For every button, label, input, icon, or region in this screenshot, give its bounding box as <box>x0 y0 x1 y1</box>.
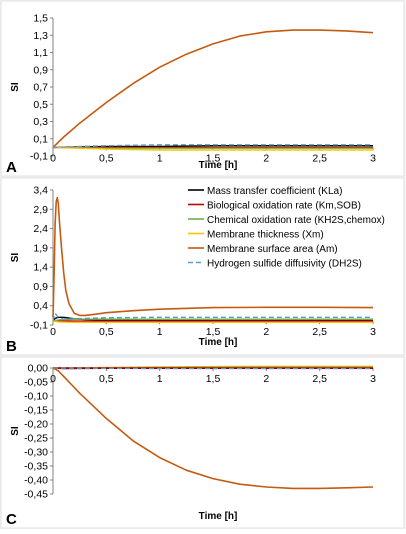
x-tick-label: 1 <box>157 326 163 338</box>
y-tick-label: -0,20 <box>24 419 48 431</box>
x-axis-title: Time [h] <box>199 160 238 171</box>
x-tick-label: 0,5 <box>99 152 114 164</box>
legend-label-am: Membrane surface area (Am) <box>207 244 338 255</box>
x-tick-label: 1 <box>157 373 163 385</box>
series-line-dh2s <box>52 367 373 370</box>
panel-label: B <box>6 338 17 355</box>
x-tick-label: 2,5 <box>312 152 327 164</box>
x-tick-label: 2 <box>263 326 269 338</box>
legend-label-xm: Membrane thickness (Xm) <box>207 229 324 240</box>
y-tick-label: 1,4 <box>33 262 48 274</box>
x-tick-label: 2 <box>263 373 269 385</box>
legend-label-kla: Mass transfer coefficient (KLa) <box>207 186 342 197</box>
legend-label-km: Biological oxidation rate (Km,SOB) <box>207 200 361 211</box>
y-tick-label: -0,1 <box>30 320 48 332</box>
panel-a: -0,1 0,1 0,3 0,5 0,7 0,9 1,1 1,3 1,5 0 0,5 1 1,5 2 2,5… <box>0 0 405 177</box>
y-axis-title: SI <box>10 426 21 436</box>
series-line-kla <box>52 144 373 149</box>
x-tick-label: 1,5 <box>206 152 221 164</box>
panel-label: A <box>6 159 17 176</box>
y-tick-label: -0,05 <box>24 377 48 389</box>
y-tick-label: -0,45 <box>24 489 48 501</box>
y-tick-label: 0,9 <box>33 281 48 293</box>
panel-background <box>0 177 405 356</box>
y-tick-label: 3,4 <box>33 185 48 197</box>
y-tick-label: 0,9 <box>33 64 48 76</box>
x-tick-label: 3 <box>370 373 376 385</box>
y-tick-label: -0,35 <box>24 461 48 473</box>
x-tick-label: 2,5 <box>312 326 327 338</box>
series-line-am <box>52 196 374 318</box>
series-line-chem <box>52 146 373 149</box>
x-tick-label: 1,5 <box>206 326 221 338</box>
y-tick-label: 0,1 <box>33 133 48 145</box>
y-tick-label: -0,25 <box>24 433 48 445</box>
series-line-dh2s <box>52 144 373 149</box>
legend-label-dh2s: Hydrogen sulfide diffusivity (DH2S) <box>207 258 362 269</box>
y-tick-label: 0,7 <box>33 82 48 94</box>
panel-background <box>0 356 405 529</box>
y-tick-label: 0,4 <box>33 300 48 312</box>
x-tick-label: 3 <box>370 326 376 338</box>
series-line-xm <box>52 146 373 151</box>
x-tick-label: 2 <box>263 152 269 164</box>
y-tick-label: 0,00 <box>28 363 49 375</box>
y-tick-label: 1,1 <box>33 47 48 59</box>
panel-b: -0,1 0,4 0,9 1,4 1,9 2,4 2,9 3,4 0 0,5 1 1,5 2 2,5 3 SI… <box>0 177 405 356</box>
y-tick-label: 1,9 <box>33 242 48 254</box>
y-tick-label: -0,40 <box>24 475 48 487</box>
x-tick-label: 1 <box>157 152 163 164</box>
series-line-xm <box>52 320 373 323</box>
y-tick-label: 2,9 <box>33 204 48 216</box>
legend: Mass transfer coefficient (KLa) Biologica… <box>188 186 385 269</box>
x-tick-label: 2,5 <box>312 373 327 385</box>
y-tick-label: 0,5 <box>33 99 48 111</box>
y-tick-label: -0,15 <box>24 405 48 417</box>
panel-label: C <box>6 511 17 528</box>
x-tick-label: 0 <box>50 373 56 385</box>
panel-c: 0,00 -0,05 -0,10 -0,15 -0,20 -0,25 -0,30 -0,35 -… <box>0 356 405 529</box>
y-tick-label: -0,1 <box>30 151 48 163</box>
y-tick-label: -0,30 <box>24 447 48 459</box>
series-line-am <box>52 29 374 148</box>
series-line-am <box>52 367 374 490</box>
series-line-dh2s <box>52 312 373 322</box>
y-axis-title: SI <box>10 82 21 92</box>
y-tick-label: 1,3 <box>33 30 48 42</box>
legend-label-chem: Chemical oxidation rate (KH2S,chemox) <box>207 215 385 226</box>
y-tick-label: 1,5 <box>33 13 48 25</box>
x-tick-label: 1,5 <box>206 373 221 385</box>
series-line-km <box>52 319 373 322</box>
series-line-chem <box>52 318 373 322</box>
x-tick-label: 0,5 <box>99 373 114 385</box>
x-axis-title: Time [h] <box>199 337 238 348</box>
x-tick-label: 0 <box>50 326 56 338</box>
y-tick-label: 2,4 <box>33 223 48 235</box>
x-tick-label: 0,5 <box>99 326 114 338</box>
y-tick-label: 0,3 <box>33 116 48 128</box>
x-tick-label: 0 <box>50 152 56 164</box>
x-tick-label: 3 <box>370 152 376 164</box>
y-tick-label: -0,10 <box>24 391 48 403</box>
x-axis-title: Time [h] <box>199 511 238 522</box>
y-axis-title: SI <box>10 253 21 263</box>
